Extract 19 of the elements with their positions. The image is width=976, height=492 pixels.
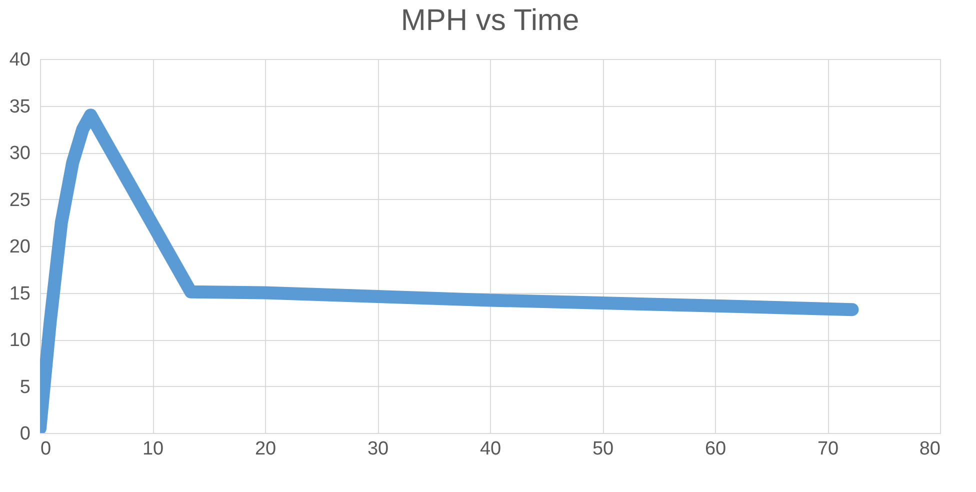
y-tick-label: 30	[9, 143, 30, 164]
x-tick-label: 0	[40, 438, 52, 460]
y-tick-label: 25	[9, 190, 30, 211]
y-tick-label: 35	[9, 96, 30, 118]
x-tick-label: 40	[480, 438, 502, 460]
x-tick-label: 30	[367, 438, 389, 460]
x-tick-label: 10	[142, 438, 164, 460]
x-tick-label: 80	[919, 438, 940, 460]
y-tick-label: 15	[9, 283, 30, 304]
x-tick-label: 70	[817, 438, 839, 460]
y-tick-label: 5	[20, 376, 30, 398]
y-tick-label: 20	[9, 236, 30, 258]
y-tick-label: 40	[9, 50, 30, 70]
y-tick-label: 0	[20, 424, 30, 444]
x-tick-label: 60	[704, 438, 726, 460]
x-tick-label: 20	[254, 438, 276, 460]
y-tick-label: 10	[9, 330, 30, 351]
x-tick-label: 50	[592, 438, 614, 460]
chart-title: MPH vs Time	[400, 4, 580, 37]
